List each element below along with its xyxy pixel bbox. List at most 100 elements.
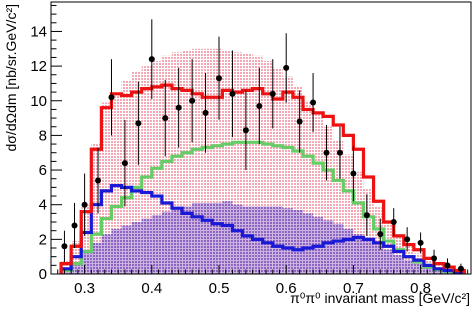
point-marker: [350, 170, 357, 177]
data-points: [61, 19, 464, 274]
data-point: [269, 59, 276, 129]
purple-band-bin: [393, 254, 404, 274]
data-point: [310, 73, 317, 132]
point-marker: [256, 102, 263, 109]
plot-area: [59, 19, 466, 274]
pink-band-bin: [202, 48, 213, 274]
purple-band-bin: [171, 208, 183, 274]
data-point: [256, 67, 263, 145]
point-marker: [148, 56, 155, 63]
purple-band-bin: [192, 202, 203, 274]
pink-band-bin: [403, 244, 414, 274]
x-axis-title: π⁰π⁰ invariant mass [GeV/c²]: [290, 290, 470, 306]
purple-band-bin: [202, 202, 213, 274]
y-axis: 0 2 4 6 8 10 12 14: [30, 4, 62, 283]
purple-band-bin: [121, 225, 132, 274]
point-marker: [310, 99, 317, 106]
purple-band-bin: [373, 244, 384, 274]
green-model-step: [59, 140, 466, 274]
purple-band-bin: [71, 263, 82, 274]
data-point: [431, 249, 438, 268]
purple-band-bin: [91, 242, 102, 274]
purple-band-bin: [141, 218, 152, 274]
point-marker: [417, 239, 424, 246]
point-marker: [377, 231, 384, 238]
y-tick-label: 2: [39, 231, 47, 248]
pink-band-bin: [292, 86, 303, 274]
point-marker: [229, 90, 236, 97]
point-marker: [431, 255, 438, 262]
purple-band-bin: [323, 220, 334, 274]
point-marker: [135, 120, 142, 127]
purple-band-bin: [383, 249, 394, 274]
data-point: [283, 33, 290, 103]
purple-band-bin: [262, 206, 273, 274]
point-marker: [336, 149, 343, 156]
pink-band-bin: [121, 79, 132, 274]
point-marker: [189, 97, 196, 104]
pink-band-bin: [141, 66, 152, 274]
purple-band-bin: [423, 267, 435, 274]
data-point: [121, 119, 128, 207]
purple-band-bin: [242, 206, 253, 274]
purple-band-bin: [151, 215, 162, 274]
plot-frame: [50, 1, 472, 275]
data-point: [61, 230, 68, 262]
data-point: [175, 67, 182, 148]
point-marker: [323, 149, 330, 156]
purple-band-bin: [303, 213, 314, 274]
blue-model-step: [59, 184, 466, 274]
data-point: [404, 227, 411, 252]
purple-band-bin: [282, 208, 293, 274]
y-tick-label: 0: [39, 266, 47, 283]
point-marker: [95, 177, 102, 184]
point-marker: [202, 109, 209, 116]
pink-band-bin: [383, 222, 394, 274]
pink-band-bin: [363, 189, 374, 274]
purple-band-bin: [343, 228, 354, 274]
purple-band-bin: [292, 209, 303, 274]
point-marker: [108, 94, 115, 101]
data-point: [95, 147, 102, 214]
pink-band-bin: [373, 206, 384, 274]
pink-band-bin: [61, 260, 72, 274]
point-marker: [242, 127, 249, 134]
x-tick-label: 0.5: [209, 280, 230, 297]
pink-band-bin: [91, 144, 102, 274]
data-point: [189, 59, 196, 143]
point-marker: [269, 90, 276, 97]
point-marker: [444, 262, 451, 269]
pink-band-bin: [101, 102, 112, 274]
red-total-step: [59, 83, 466, 274]
data-point: [135, 81, 142, 165]
point-marker: [283, 64, 290, 71]
point-marker: [162, 115, 169, 122]
y-tick-label: 12: [30, 58, 47, 75]
data-point: [390, 208, 397, 236]
data-point: [350, 145, 357, 202]
point-marker: [81, 201, 88, 208]
data-point: [242, 90, 249, 171]
purple-band-bin: [182, 206, 193, 274]
x-tick-label: 0.6: [276, 280, 297, 297]
point-marker: [175, 104, 182, 111]
data-point: [216, 36, 222, 120]
point-marker: [363, 212, 370, 219]
point-marker: [121, 160, 128, 167]
pink-band-bin: [192, 48, 203, 274]
pink-band-bin: [343, 154, 354, 274]
y-tick-label: 6: [39, 162, 47, 179]
data-point: [162, 79, 169, 157]
point-marker: [390, 219, 397, 226]
pink-band-bin: [272, 67, 283, 274]
purple-band-bin: [403, 260, 414, 274]
pink-band-bin: [323, 126, 334, 274]
data-point: [336, 126, 343, 179]
pink-band-bin: [353, 171, 364, 274]
purple-band-bin: [101, 234, 112, 274]
purple-band-bin: [353, 234, 364, 274]
pink-band-bin: [111, 93, 122, 274]
pink-band-bin: [182, 50, 193, 274]
pink-band-bin: [303, 100, 314, 274]
purple-band-bin: [232, 204, 243, 274]
